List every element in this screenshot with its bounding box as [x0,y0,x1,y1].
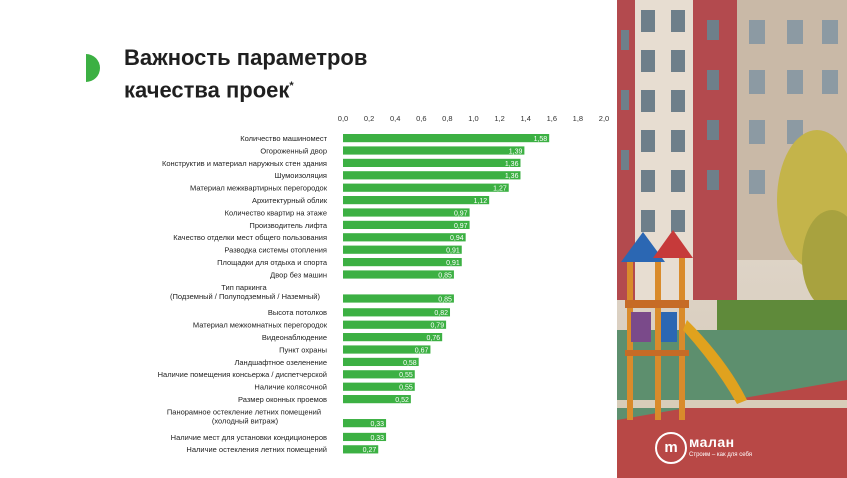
category-label: Наличие мест для установки кондиционеров [171,433,327,442]
category-label: Огороженный двор [260,146,327,155]
x-tick-label: 1,0 [468,114,478,123]
bar [343,419,387,428]
value-label: 0,27 [363,447,377,454]
x-tick-label: 0,2 [364,114,374,123]
bar [343,294,454,303]
title-line-2: качества проек* [124,72,367,104]
bar [343,220,470,229]
value-label: 0,33 [370,435,384,442]
bar [343,270,454,279]
x-tick-label: 0,8 [442,114,452,123]
x-tick-label: 1,8 [573,114,583,123]
logo-name: малан [689,434,735,450]
category-label: Разводка системы отопления [224,246,327,255]
value-label: 1,12 [474,198,488,205]
x-tick-label: 0,4 [390,114,400,123]
value-label: 0,67 [415,347,429,354]
bar [343,382,415,391]
value-label: 0,97 [454,210,468,217]
category-label: Тип паркинга (Подземный / Полуподземный … [170,283,320,301]
category-label: Видеонаблюдение [262,333,327,342]
bar [343,158,521,167]
x-tick-label: 0,0 [338,114,348,123]
value-label: 0,52 [395,397,409,404]
value-label: 0,85 [438,296,452,303]
malan-logo: m малан Строим – как для себя [655,432,765,464]
category-label: Материал межкомнатных перегородок [193,321,328,330]
photo-illustration [617,0,847,478]
title-line-2-text: качества проек [124,77,290,103]
category-label: Производитель лифта [249,221,327,230]
logo-tagline: Строим – как для себя [689,452,753,458]
bar [343,134,550,143]
bar [343,183,509,192]
building-playground-photo [617,0,847,478]
value-label: 1,58 [534,136,548,143]
category-label: Размер оконных проемов [238,395,327,404]
x-tick-label: 0,6 [416,114,426,123]
category-label: Материал межквартирных перегородок [190,184,328,193]
value-label: 0,94 [450,235,464,242]
bar [343,245,462,254]
value-label: 0,91 [446,248,460,255]
x-tick-label: 2,0 [599,114,609,123]
category-label: Панорамное остекление летних помещений (… [167,407,323,425]
value-label: 1,27 [493,186,507,193]
category-label: Ландшафтное озеленение [234,358,327,367]
value-label: 1,36 [505,161,519,168]
value-label: 1,36 [505,173,519,180]
category-label: Наличие колясочной [254,383,327,392]
title-line-1: Важность параметров [124,45,368,70]
category-label: Наличие остекления летних помещений [186,445,327,454]
bar [343,333,443,342]
bar [343,320,447,329]
value-label: 0,55 [399,385,413,392]
bar [343,196,490,205]
title-footnote-mark: * [289,80,294,92]
value-label: 0,76 [427,335,441,342]
value-label: 0,85 [438,272,452,279]
category-label: Конструктив и материал наружных стен зда… [162,159,327,168]
bar [343,445,379,454]
bar [343,233,466,242]
category-label: Архитектурный облик [252,196,328,205]
bar [343,370,415,379]
value-label: 1,39 [509,148,523,155]
title-accent-shape [86,54,100,82]
x-tick-label: 1,2 [494,114,504,123]
value-label: 0,97 [454,223,468,230]
category-label: Наличие помещения консьержа / диспетчерс… [158,370,327,379]
x-tick-label: 1,6 [547,114,557,123]
page-title: Важность параметров качества проек* [124,44,367,104]
bar [343,258,462,267]
category-label: Площадки для отдыха и спорта [217,258,328,267]
bar [343,171,521,180]
bar [343,146,525,155]
category-label: Двор без машин [270,270,327,279]
value-label: 0,82 [434,310,448,317]
bar [343,208,470,217]
bar [343,432,387,442]
value-label: 0,79 [430,323,444,330]
category-label: Пункт охраны [279,345,327,354]
category-label: Количество машиномест [240,134,327,143]
bar [343,345,431,354]
bar [343,308,451,317]
x-tick-label: 1,4 [520,114,530,123]
category-label: Качество отделки мест общего пользования [173,233,327,242]
category-label: Шумоизоляция [275,171,327,180]
value-label: 0,91 [446,260,460,267]
bar [343,357,419,367]
logo-mark: m [655,432,687,464]
value-label: 0,58 [403,360,417,367]
category-label: Высота потолков [268,308,327,317]
value-label: 0,55 [399,372,413,379]
category-label: Количество квартир на этаже [225,208,327,217]
value-label: 0,33 [370,421,384,428]
bar [343,395,411,404]
